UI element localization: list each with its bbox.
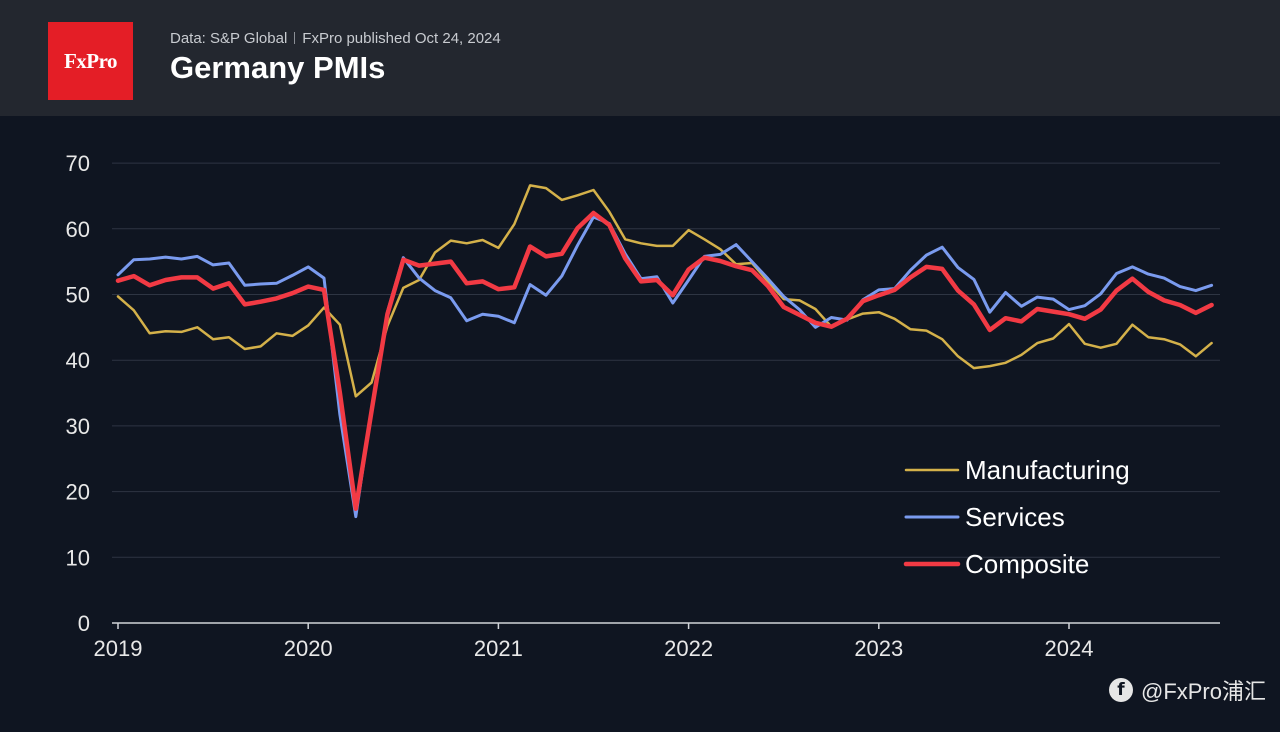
y-tick-label: 40 <box>66 348 90 373</box>
legend-label-services: Services <box>965 502 1065 532</box>
x-tick-label: 2023 <box>854 636 903 661</box>
x-tick-label: 2022 <box>664 636 713 661</box>
publish-date: FxPro published Oct 24, 2024 <box>302 30 501 47</box>
y-tick-label: 20 <box>66 480 90 505</box>
y-tick-label: 0 <box>78 611 90 636</box>
x-tick-label: 2024 <box>1045 636 1094 661</box>
header-bar: FxPro Data: S&P Global FxPro published Oc… <box>0 0 1280 116</box>
series-lines <box>115 184 1214 519</box>
y-tick-label: 10 <box>66 545 90 570</box>
y-tick-label: 60 <box>66 217 90 242</box>
data-source: Data: S&P Global <box>170 30 288 47</box>
pmi-line-chart: 0 10 20 30 40 50 60 70 2019 2020 2021 2022 2023 2024… <box>66 151 1220 661</box>
watermark-text: @FxPro浦汇 <box>1140 679 1266 704</box>
series-line-manufacturing <box>116 184 1213 398</box>
page-title: Germany PMIs <box>170 50 386 85</box>
legend: Manufacturing Services Composite <box>903 455 1130 579</box>
divider <box>294 32 296 44</box>
x-tick-label: 2019 <box>94 636 143 661</box>
x-tick-label: 2020 <box>284 636 333 661</box>
source-line: Data: S&P Global FxPro published Oct 24, … <box>170 30 501 47</box>
x-tick-label: 2021 <box>474 636 523 661</box>
y-tick-label: 70 <box>66 151 90 176</box>
series-line-composite <box>115 210 1214 511</box>
y-tick-label: 50 <box>66 283 90 308</box>
watermark: f @FxPro浦汇 <box>1108 674 1266 706</box>
legend-label-composite: Composite <box>965 549 1089 579</box>
y-tick-label: 30 <box>66 414 90 439</box>
social-app-icon: f <box>1108 678 1133 702</box>
y-axis-ticks: 0 10 20 30 40 50 60 70 <box>66 151 90 636</box>
legend-label-manufacturing: Manufacturing <box>965 455 1130 485</box>
brand-logo: FxPro <box>48 22 133 100</box>
x-axis-ticks: 2019 2020 2021 2022 2023 2024 <box>94 623 1094 661</box>
